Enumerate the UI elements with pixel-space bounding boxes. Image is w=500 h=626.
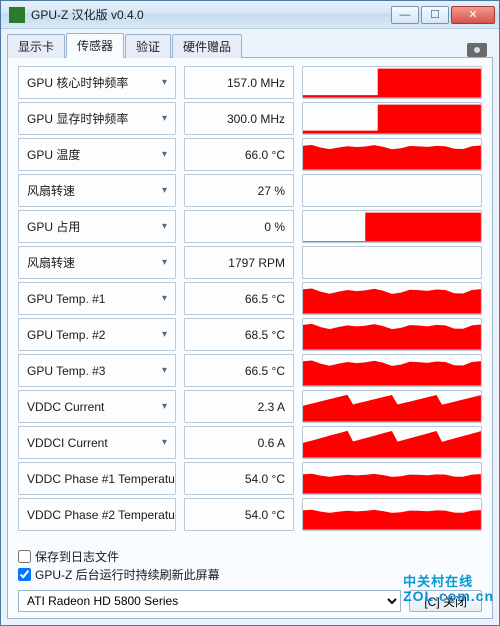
tab-graphics-card[interactable]: 显示卡	[7, 34, 65, 58]
sensor-row: GPU Temp. #1▾ 66.5 °C	[18, 282, 482, 315]
sensor-graph	[302, 462, 482, 495]
sensor-value: 2.3 A	[184, 390, 294, 423]
bg-refresh-checkbox[interactable]	[18, 568, 31, 581]
sensor-row: VDDCI Current▾ 0.6 A	[18, 426, 482, 459]
sensor-list: GPU 核心时钟频率▾ 157.0 MHz GPU 显存时钟频率▾ 300.0 …	[18, 66, 482, 545]
sensor-value: 66.0 °C	[184, 138, 294, 171]
tab-sensors[interactable]: 传感器	[66, 33, 124, 58]
save-log-checkbox[interactable]	[18, 550, 31, 563]
sensor-graph	[302, 282, 482, 315]
sensor-graph	[302, 102, 482, 135]
sensor-label[interactable]: GPU 核心时钟频率▾	[18, 66, 176, 99]
sensor-value: 300.0 MHz	[184, 102, 294, 135]
sensor-label[interactable]: VDDCI Current▾	[18, 426, 176, 459]
chevron-down-icon: ▾	[162, 221, 167, 232]
minimize-button[interactable]: —	[391, 6, 419, 24]
chevron-down-icon: ▾	[162, 257, 167, 268]
sensor-row: VDDC Phase #2 Temperatu▾ 54.0 °C	[18, 498, 482, 531]
sensor-label[interactable]: VDDC Phase #2 Temperatu▾	[18, 498, 176, 531]
sensor-graph	[302, 210, 482, 243]
chevron-down-icon: ▾	[162, 113, 167, 124]
sensor-row: GPU Temp. #3▾ 66.5 °C	[18, 354, 482, 387]
sensor-label[interactable]: GPU Temp. #2▾	[18, 318, 176, 351]
sensor-value: 54.0 °C	[184, 498, 294, 531]
sensor-row: 风扇转速▾ 27 %	[18, 174, 482, 207]
chevron-down-icon: ▾	[162, 149, 167, 160]
maximize-button[interactable]: ☐	[421, 6, 449, 24]
chevron-down-icon: ▾	[162, 365, 167, 376]
screenshot-icon[interactable]	[467, 43, 487, 57]
sensor-row: GPU 核心时钟频率▾ 157.0 MHz	[18, 66, 482, 99]
bg-refresh-label: GPU-Z 后台运行时持续刷新此屏幕	[35, 566, 220, 583]
window-title: GPU-Z 汉化版 v0.4.0	[31, 6, 391, 23]
chevron-down-icon: ▾	[162, 293, 167, 304]
tab-giveaway[interactable]: 硬件赠品	[172, 34, 242, 58]
chevron-down-icon: ▾	[162, 437, 167, 448]
sensor-value: 157.0 MHz	[184, 66, 294, 99]
sensor-value: 66.5 °C	[184, 354, 294, 387]
sensor-value: 27 %	[184, 174, 294, 207]
sensor-row: 风扇转速▾ 1797 RPM	[18, 246, 482, 279]
client-area: 显示卡 传感器 验证 硬件赠品 GPU 核心时钟频率▾ 157.0 MHz GP…	[1, 29, 499, 625]
sensor-row: GPU 温度▾ 66.0 °C	[18, 138, 482, 171]
chevron-down-icon: ▾	[162, 77, 167, 88]
sensor-row: VDDC Phase #1 Temperatu▾ 54.0 °C	[18, 462, 482, 495]
sensor-value: 0.6 A	[184, 426, 294, 459]
sensor-value: 66.5 °C	[184, 282, 294, 315]
sensor-label[interactable]: GPU Temp. #3▾	[18, 354, 176, 387]
tab-strip: 显示卡 传感器 验证 硬件赠品	[7, 33, 493, 57]
sensor-graph	[302, 138, 482, 171]
app-icon	[9, 7, 25, 23]
chevron-down-icon: ▾	[162, 329, 167, 340]
sensor-label[interactable]: GPU 占用▾	[18, 210, 176, 243]
sensor-label[interactable]: GPU 温度▾	[18, 138, 176, 171]
sensor-row: GPU 显存时钟频率▾ 300.0 MHz	[18, 102, 482, 135]
sensor-row: GPU Temp. #2▾ 68.5 °C	[18, 318, 482, 351]
watermark: 中关村在线 ZOL.com.cn	[403, 575, 494, 604]
sensor-label[interactable]: 风扇转速▾	[18, 246, 176, 279]
sensor-graph	[302, 390, 482, 423]
tab-validation[interactable]: 验证	[125, 34, 171, 58]
sensor-value: 68.5 °C	[184, 318, 294, 351]
sensor-graph	[302, 174, 482, 207]
sensor-label[interactable]: GPU Temp. #1▾	[18, 282, 176, 315]
sensors-panel: GPU 核心时钟频率▾ 157.0 MHz GPU 显存时钟频率▾ 300.0 …	[7, 57, 493, 619]
gpu-selector[interactable]: ATI Radeon HD 5800 Series	[18, 590, 401, 612]
titlebar[interactable]: GPU-Z 汉化版 v0.4.0 — ☐ ✕	[1, 1, 499, 29]
sensor-label[interactable]: 风扇转速▾	[18, 174, 176, 207]
sensor-value: 0 %	[184, 210, 294, 243]
sensor-row: GPU 占用▾ 0 %	[18, 210, 482, 243]
chevron-down-icon: ▾	[162, 401, 167, 412]
sensor-row: VDDC Current▾ 2.3 A	[18, 390, 482, 423]
window-controls: — ☐ ✕	[391, 6, 495, 24]
sensor-label[interactable]: VDDC Current▾	[18, 390, 176, 423]
sensor-graph	[302, 426, 482, 459]
close-window-button[interactable]: ✕	[451, 6, 495, 24]
save-log-option[interactable]: 保存到日志文件	[18, 548, 482, 565]
sensor-label[interactable]: VDDC Phase #1 Temperatu▾	[18, 462, 176, 495]
sensor-graph	[302, 354, 482, 387]
sensor-graph	[302, 66, 482, 99]
sensor-value: 54.0 °C	[184, 462, 294, 495]
sensor-graph	[302, 498, 482, 531]
save-log-label: 保存到日志文件	[35, 548, 119, 565]
sensor-value: 1797 RPM	[184, 246, 294, 279]
chevron-down-icon: ▾	[162, 185, 167, 196]
sensor-label[interactable]: GPU 显存时钟频率▾	[18, 102, 176, 135]
sensor-graph	[302, 246, 482, 279]
gpuz-window: GPU-Z 汉化版 v0.4.0 — ☐ ✕ 显示卡 传感器 验证 硬件赠品 G…	[0, 0, 500, 626]
sensor-graph	[302, 318, 482, 351]
